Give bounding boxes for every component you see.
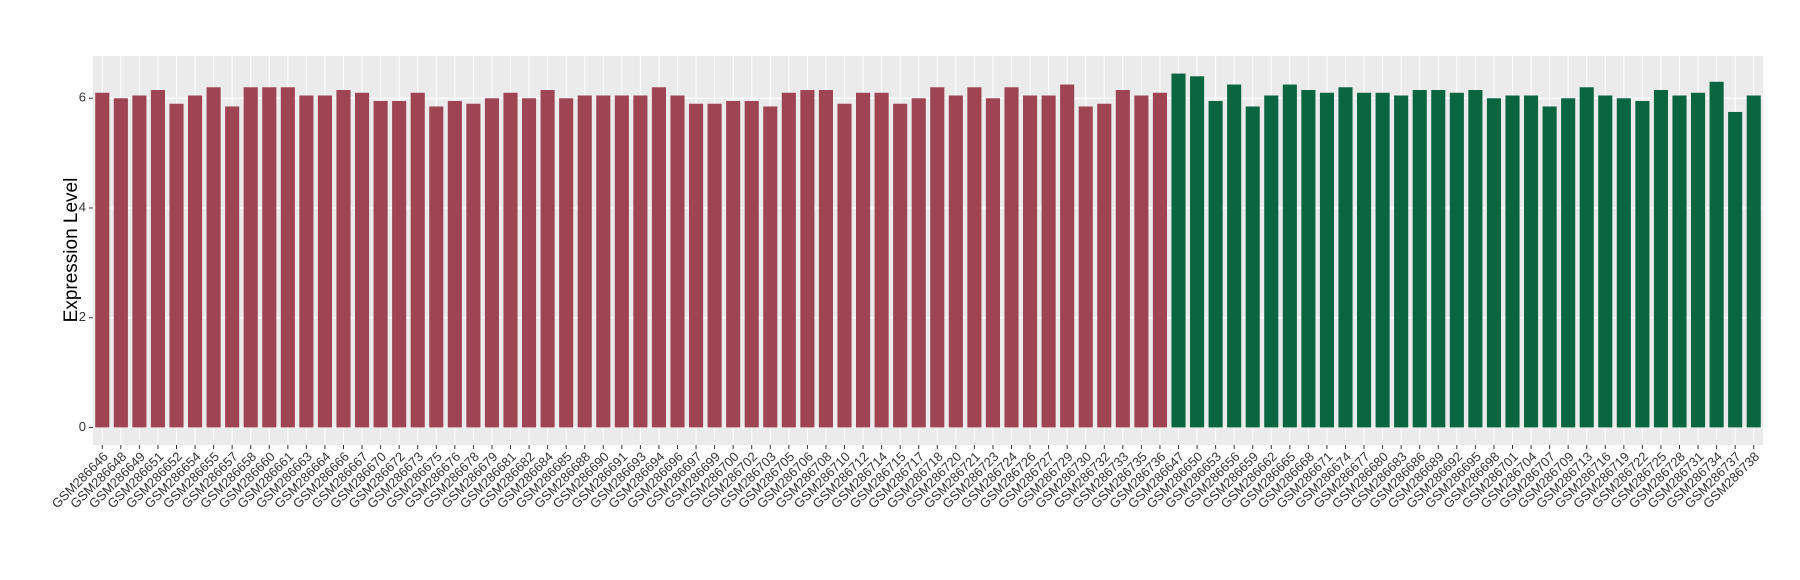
bar xyxy=(522,98,537,428)
bar xyxy=(299,95,314,428)
bar xyxy=(1060,84,1075,428)
bar xyxy=(1672,95,1687,428)
bar xyxy=(1171,73,1186,428)
bar xyxy=(503,92,518,428)
plot-panel xyxy=(93,56,1763,445)
bar xyxy=(1394,95,1409,428)
bar xyxy=(1078,106,1093,428)
bar xyxy=(466,103,481,428)
bar xyxy=(132,95,147,428)
bar xyxy=(355,92,370,428)
bar xyxy=(113,98,128,428)
bar xyxy=(317,95,332,428)
bar xyxy=(1245,106,1260,428)
bar xyxy=(429,106,444,428)
bar xyxy=(540,90,555,428)
bar xyxy=(1449,92,1464,428)
bar xyxy=(1264,95,1279,428)
bar xyxy=(1041,95,1056,428)
y-tick-label: 6 xyxy=(79,90,86,105)
bar xyxy=(874,92,889,428)
bar xyxy=(1505,95,1520,428)
bar xyxy=(1728,111,1743,428)
bar xyxy=(781,92,796,428)
bar xyxy=(577,95,592,428)
bar xyxy=(1097,103,1112,428)
bar xyxy=(169,103,184,428)
bar xyxy=(1746,95,1761,428)
bar xyxy=(1004,87,1019,428)
bar xyxy=(1412,90,1427,428)
bar xyxy=(651,87,666,428)
bar xyxy=(447,100,462,428)
bar xyxy=(1338,87,1353,428)
bar xyxy=(336,90,351,428)
bar xyxy=(484,98,499,428)
bar xyxy=(1227,84,1242,428)
bar xyxy=(1431,90,1446,428)
bar xyxy=(1468,90,1483,428)
bar xyxy=(763,106,778,428)
bar xyxy=(1301,90,1316,428)
bar xyxy=(948,95,963,428)
bar xyxy=(188,95,203,428)
bar xyxy=(837,103,852,428)
bar xyxy=(670,95,685,428)
bar xyxy=(596,95,611,428)
bar xyxy=(1208,100,1223,428)
bar xyxy=(689,103,704,428)
bar xyxy=(930,87,945,428)
bar xyxy=(707,103,722,428)
bar xyxy=(225,106,240,428)
bar xyxy=(1375,92,1390,428)
bar xyxy=(1691,92,1706,428)
bar xyxy=(1561,98,1576,428)
bar xyxy=(744,100,759,428)
bar xyxy=(1598,95,1613,428)
bar xyxy=(95,92,110,428)
bar xyxy=(1282,84,1297,428)
bar xyxy=(985,98,1000,428)
bar xyxy=(1134,95,1149,428)
bar xyxy=(967,87,982,428)
bar xyxy=(1524,95,1539,428)
bar xyxy=(1190,76,1205,428)
bar xyxy=(1616,98,1631,428)
bar xyxy=(1635,100,1650,428)
bar xyxy=(1486,98,1501,428)
bar xyxy=(1579,87,1594,428)
bar xyxy=(614,95,629,428)
bar xyxy=(800,90,815,428)
bar xyxy=(150,90,165,428)
bar xyxy=(243,87,258,428)
bar xyxy=(1653,90,1668,428)
bar xyxy=(262,87,277,428)
bar xyxy=(633,95,648,428)
bar xyxy=(1319,92,1334,428)
bar xyxy=(1115,90,1130,428)
bar xyxy=(392,100,407,428)
bar xyxy=(280,87,295,428)
bar xyxy=(911,98,926,428)
bar xyxy=(206,87,221,428)
bar xyxy=(1542,106,1557,428)
y-axis-title: Expression Level xyxy=(61,178,82,323)
bar xyxy=(1709,81,1724,428)
bar xyxy=(559,98,574,428)
bar xyxy=(1023,95,1038,428)
bar xyxy=(410,92,425,428)
y-tick-label: 0 xyxy=(79,419,86,434)
bar xyxy=(1152,92,1167,428)
bar xyxy=(726,100,741,428)
bar xyxy=(373,100,388,428)
bar xyxy=(818,90,833,428)
y-tick-label: 4 xyxy=(79,199,86,214)
bar xyxy=(856,92,871,428)
bar xyxy=(893,103,908,428)
y-tick-label: 2 xyxy=(79,309,86,324)
bar xyxy=(1357,92,1372,428)
